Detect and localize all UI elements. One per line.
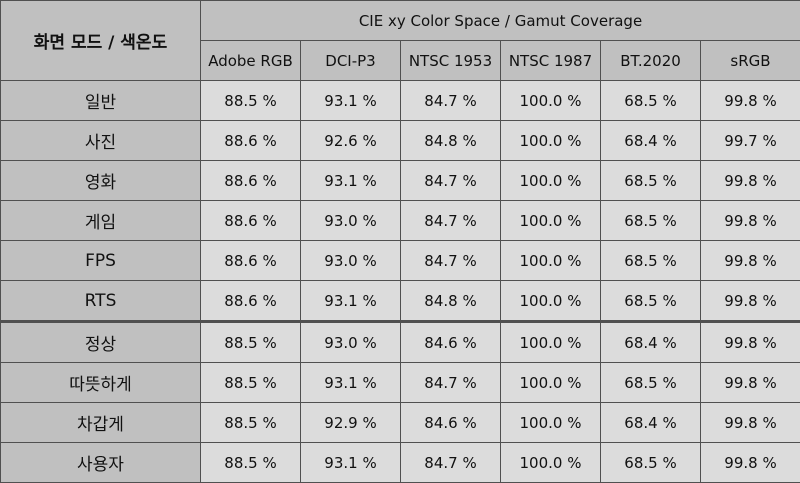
table-cell: 100.0 % bbox=[501, 363, 601, 403]
table-cell: 93.0 % bbox=[301, 241, 401, 281]
column-header: BT.2020 bbox=[601, 41, 701, 81]
table-cell: 93.1 % bbox=[301, 363, 401, 403]
table-cell: 68.5 % bbox=[601, 81, 701, 121]
table-cell: 84.7 % bbox=[401, 443, 501, 483]
table-cell: 84.7 % bbox=[401, 241, 501, 281]
table-cell: 92.9 % bbox=[301, 403, 401, 443]
table-cell: 99.8 % bbox=[701, 281, 800, 322]
table-cell: 92.6 % bbox=[301, 121, 401, 161]
table-cell: 99.8 % bbox=[701, 241, 800, 281]
table-cell: 84.7 % bbox=[401, 161, 501, 201]
table-cell: 68.5 % bbox=[601, 201, 701, 241]
table-cell: 88.6 % bbox=[201, 121, 301, 161]
table-cell: 88.5 % bbox=[201, 363, 301, 403]
table-cell: 68.5 % bbox=[601, 281, 701, 322]
table-cell: 100.0 % bbox=[501, 241, 601, 281]
table-cell: 88.5 % bbox=[201, 81, 301, 121]
table-cell: 88.5 % bbox=[201, 322, 301, 363]
column-header: sRGB bbox=[701, 41, 800, 81]
table-cell: 93.1 % bbox=[301, 81, 401, 121]
table-cell: 99.8 % bbox=[701, 201, 800, 241]
table-cell: 100.0 % bbox=[501, 121, 601, 161]
column-header: NTSC 1953 bbox=[401, 41, 501, 81]
table-cell: 88.5 % bbox=[201, 443, 301, 483]
table-cell: 88.6 % bbox=[201, 281, 301, 322]
table-cell: 93.1 % bbox=[301, 161, 401, 201]
table-cell: 84.8 % bbox=[401, 281, 501, 322]
row-label: 따뜻하게 bbox=[1, 363, 201, 403]
table-cell: 88.5 % bbox=[201, 403, 301, 443]
column-header: NTSC 1987 bbox=[501, 41, 601, 81]
table-cell: 84.8 % bbox=[401, 121, 501, 161]
table-cell: 99.8 % bbox=[701, 363, 800, 403]
table-cell: 99.8 % bbox=[701, 81, 800, 121]
row-label: 게임 bbox=[1, 201, 201, 241]
column-header: Adobe RGB bbox=[201, 41, 301, 81]
row-label: RTS bbox=[1, 281, 201, 322]
table-cell: 88.6 % bbox=[201, 201, 301, 241]
row-label: 영화 bbox=[1, 161, 201, 201]
table-cell: 68.5 % bbox=[601, 363, 701, 403]
table-cell: 93.1 % bbox=[301, 443, 401, 483]
table-cell: 100.0 % bbox=[501, 443, 601, 483]
table-cell: 100.0 % bbox=[501, 403, 601, 443]
table-cell: 68.5 % bbox=[601, 161, 701, 201]
gamut-group-header: CIE xy Color Space / Gamut Coverage bbox=[201, 1, 800, 41]
table-cell: 99.8 % bbox=[701, 322, 800, 363]
table-cell: 68.5 % bbox=[601, 443, 701, 483]
table-cell: 99.8 % bbox=[701, 161, 800, 201]
table-cell: 99.8 % bbox=[701, 403, 800, 443]
mode-header: 화면 모드 / 색온도 bbox=[1, 1, 201, 81]
table-cell: 93.1 % bbox=[301, 281, 401, 322]
table-cell: 88.6 % bbox=[201, 241, 301, 281]
table-cell: 93.0 % bbox=[301, 322, 401, 363]
column-header: DCI-P3 bbox=[301, 41, 401, 81]
table-cell: 88.6 % bbox=[201, 161, 301, 201]
table-cell: 99.8 % bbox=[701, 443, 800, 483]
table-cell: 93.0 % bbox=[301, 201, 401, 241]
table-cell: 84.7 % bbox=[401, 363, 501, 403]
table-cell: 68.4 % bbox=[601, 403, 701, 443]
table-cell: 84.6 % bbox=[401, 322, 501, 363]
table-cell: 84.7 % bbox=[401, 81, 501, 121]
table-cell: 100.0 % bbox=[501, 281, 601, 322]
table-cell: 68.5 % bbox=[601, 241, 701, 281]
row-label: 정상 bbox=[1, 322, 201, 363]
table-cell: 68.4 % bbox=[601, 322, 701, 363]
row-label: 일반 bbox=[1, 81, 201, 121]
table-cell: 99.7 % bbox=[701, 121, 800, 161]
row-label: 사용자 bbox=[1, 443, 201, 483]
table-cell: 84.6 % bbox=[401, 403, 501, 443]
table-cell: 100.0 % bbox=[501, 161, 601, 201]
row-label: 차갑게 bbox=[1, 403, 201, 443]
table-cell: 84.7 % bbox=[401, 201, 501, 241]
row-label: FPS bbox=[1, 241, 201, 281]
table-cell: 100.0 % bbox=[501, 322, 601, 363]
table-cell: 100.0 % bbox=[501, 201, 601, 241]
table-cell: 68.4 % bbox=[601, 121, 701, 161]
table-cell: 100.0 % bbox=[501, 81, 601, 121]
row-label: 사진 bbox=[1, 121, 201, 161]
